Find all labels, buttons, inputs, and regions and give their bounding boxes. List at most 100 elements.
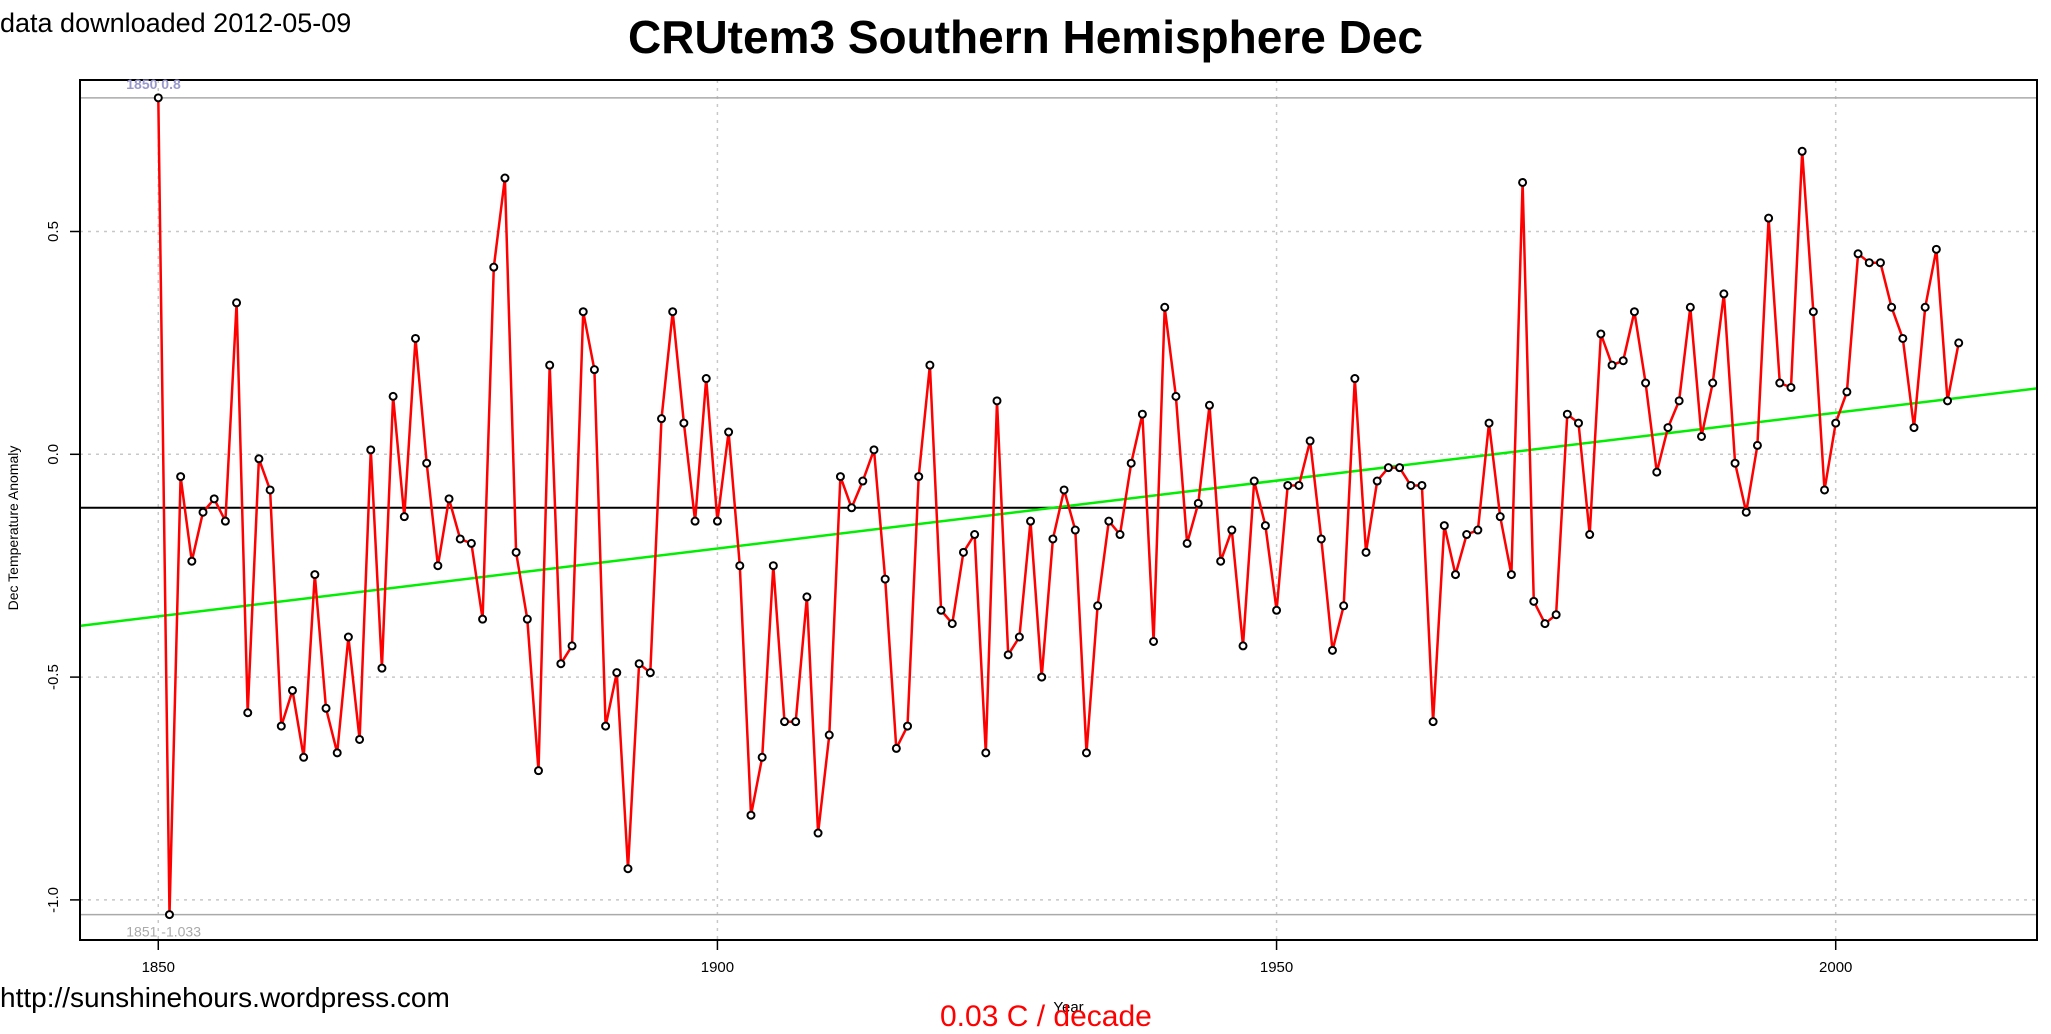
data-point [1741, 507, 1751, 517]
data-point [533, 766, 543, 776]
data-point [1562, 409, 1572, 419]
data-point [1764, 213, 1774, 223]
data-point [1048, 534, 1058, 544]
data-point [164, 910, 174, 920]
data-point [1596, 329, 1606, 339]
data-point [1372, 476, 1382, 486]
y-tick-label: -0.5 [45, 664, 62, 690]
data-point [757, 752, 767, 762]
data-point [209, 494, 219, 504]
data-point [287, 685, 297, 695]
data-point [500, 173, 510, 183]
data-point [1540, 619, 1550, 629]
data-point [511, 547, 521, 557]
data-point [1026, 516, 1036, 526]
data-point [657, 414, 667, 424]
data-point [1775, 378, 1785, 388]
data-point [433, 561, 443, 571]
data-point [355, 734, 365, 744]
data-point [1327, 645, 1337, 655]
data-points [153, 93, 1964, 920]
source-url: http://sunshinehours.wordpress.com [0, 982, 450, 1013]
data-point [1697, 431, 1707, 441]
data-point [1003, 650, 1013, 660]
data-point [299, 752, 309, 762]
data-point [958, 547, 968, 557]
data-point [153, 93, 163, 103]
data-point [891, 743, 901, 753]
data-point [1193, 498, 1203, 508]
data-point [1350, 374, 1360, 384]
data-point [1943, 396, 1953, 406]
x-tick-label: 1950 [1260, 959, 1293, 976]
data-point [1227, 525, 1237, 535]
data-point [321, 703, 331, 713]
data-point [1652, 467, 1662, 477]
y-tick-label: 0.0 [45, 444, 62, 465]
data-point [880, 574, 890, 584]
data-point [276, 721, 286, 731]
data-point [992, 396, 1002, 406]
data-point [1283, 480, 1293, 490]
data-point [847, 503, 857, 513]
data-point [1820, 485, 1830, 495]
data-point [690, 516, 700, 526]
data-point [1708, 378, 1718, 388]
data-point [1495, 512, 1505, 522]
download-date: data downloaded 2012-05-09 [0, 8, 352, 38]
x-tick-label: 1850 [142, 959, 175, 976]
data-point [1797, 146, 1807, 156]
data-point [1361, 547, 1371, 557]
data-point [780, 717, 790, 727]
chart-title: CRUtem3 Southern Hemisphere Dec [628, 11, 1423, 63]
data-point [243, 708, 253, 718]
data-point [1506, 570, 1516, 580]
data-point [824, 730, 834, 740]
data-point [1931, 244, 1941, 254]
data-point [1853, 249, 1863, 259]
data-point [1920, 302, 1930, 312]
data-point [914, 472, 924, 482]
data-point [1216, 556, 1226, 566]
max-annotation: 1850 0.8 [126, 76, 181, 92]
data-point [399, 512, 409, 522]
data-point [645, 668, 655, 678]
annotations: 1850 0.8 1851 -1.033 [126, 76, 201, 940]
data-point [1663, 423, 1673, 433]
data-point [410, 333, 420, 343]
data-point [1059, 485, 1069, 495]
data-point [422, 458, 432, 468]
data-point [1339, 601, 1349, 611]
data-point [444, 494, 454, 504]
data-point [1618, 356, 1628, 366]
data-point [567, 641, 577, 651]
data-point [791, 717, 801, 727]
data-point [1204, 400, 1214, 410]
data-point [835, 472, 845, 482]
data-point [1719, 289, 1729, 299]
data-point [1115, 530, 1125, 540]
data-point [1249, 476, 1259, 486]
data-point [1752, 440, 1762, 450]
trend-rate-label: 0.03 C / decade [940, 1000, 1152, 1033]
trend-line [79, 387, 2038, 628]
data-point [1104, 516, 1114, 526]
data-point [1238, 641, 1248, 651]
data-point [1730, 458, 1740, 468]
data-point [1014, 632, 1024, 642]
data-point [545, 360, 555, 370]
data-point [1316, 534, 1326, 544]
data-point [478, 614, 488, 624]
data-point [1260, 521, 1270, 531]
data-point [601, 721, 611, 731]
data-point [925, 360, 935, 370]
data-point [701, 374, 711, 384]
data-point [466, 538, 476, 548]
data-point [1518, 177, 1528, 187]
data-point [813, 828, 823, 838]
data-point [634, 659, 644, 669]
data-point [1406, 480, 1416, 490]
data-point [578, 307, 588, 317]
data-point [589, 365, 599, 375]
